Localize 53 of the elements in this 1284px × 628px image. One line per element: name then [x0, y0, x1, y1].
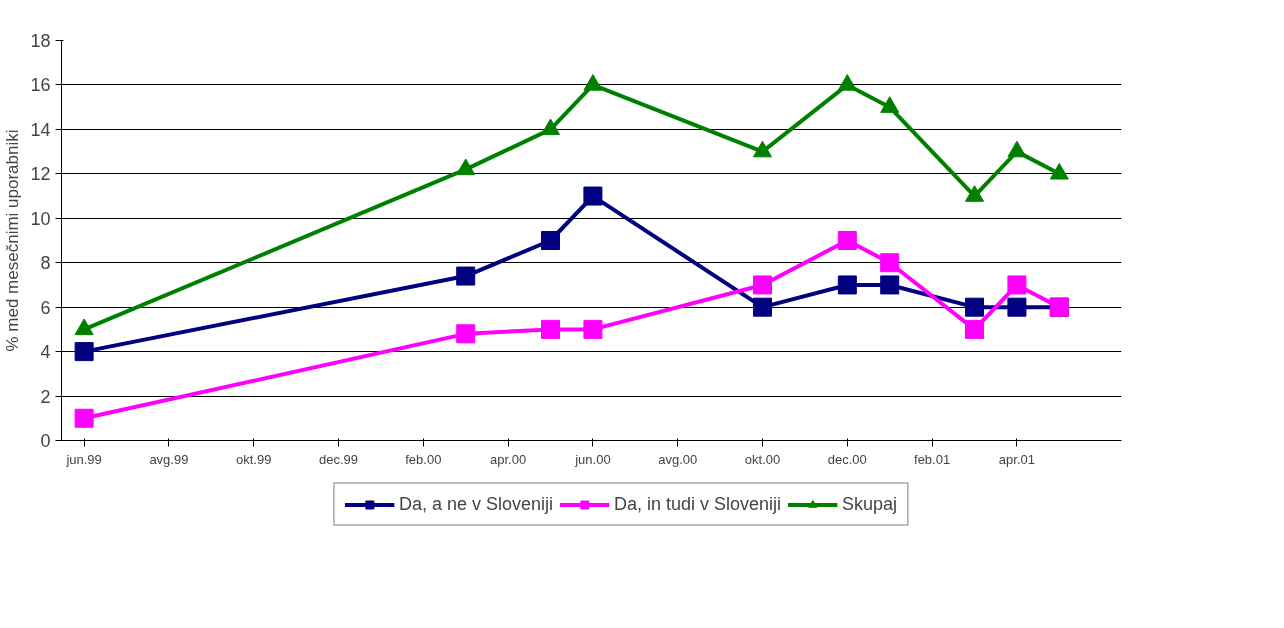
point — [965, 297, 985, 317]
x-tick-label: dec.99 — [319, 451, 359, 467]
legend-label: Da, a ne v Sloveniji — [398, 493, 553, 515]
point — [753, 140, 773, 158]
point — [1049, 162, 1069, 180]
x-tick-label: apr.00 — [490, 451, 527, 467]
x-tick-label: avg.99 — [149, 451, 189, 467]
x-tick-label: dec.00 — [827, 451, 867, 467]
point — [1007, 275, 1027, 295]
x-tick-label: okt.99 — [236, 451, 272, 467]
y-tick-label: 18 — [30, 31, 51, 51]
y-tick-label: 6 — [40, 297, 51, 318]
point — [583, 319, 603, 339]
point — [456, 266, 476, 286]
y-tick-label: 10 — [30, 208, 51, 229]
y-tick-label: 12 — [30, 164, 51, 185]
point — [74, 408, 94, 428]
y-tick-label: 0 — [40, 431, 51, 451]
point — [880, 275, 900, 295]
point — [837, 231, 857, 250]
x-tick-label: avg.00 — [658, 451, 698, 467]
point — [541, 118, 561, 136]
point — [583, 186, 603, 206]
point — [837, 275, 857, 295]
y-tick-label: 8 — [40, 253, 51, 274]
y-tick-label: 4 — [40, 342, 51, 363]
point — [583, 74, 603, 91]
point — [880, 96, 900, 113]
point — [1007, 140, 1027, 158]
point — [880, 253, 900, 273]
point — [1007, 297, 1027, 317]
y-axis-title: % med mesečnimi uporabniki — [3, 129, 23, 352]
point — [965, 319, 985, 339]
x-tick-label: jun.99 — [65, 451, 102, 467]
point — [456, 324, 476, 344]
point — [541, 319, 561, 339]
point — [965, 185, 985, 202]
x-tick-label: okt.00 — [744, 451, 781, 467]
legend-label: Skupaj — [842, 493, 898, 515]
point — [753, 275, 773, 295]
y-tick-label: 16 — [30, 75, 51, 96]
x-tick-label: feb.01 — [914, 451, 951, 467]
y-tick-label: 2 — [40, 386, 51, 407]
y-tick-label: 14 — [30, 119, 51, 140]
point — [456, 158, 476, 176]
x-tick-label: apr.01 — [998, 451, 1035, 467]
point — [541, 231, 561, 250]
legend-label: Da, in tudi v Sloveniji — [613, 493, 782, 515]
point — [837, 74, 857, 91]
point — [74, 342, 94, 362]
x-tick-label: feb.00 — [405, 451, 442, 467]
x-tick-label: jun.00 — [574, 451, 611, 467]
point — [753, 297, 773, 317]
